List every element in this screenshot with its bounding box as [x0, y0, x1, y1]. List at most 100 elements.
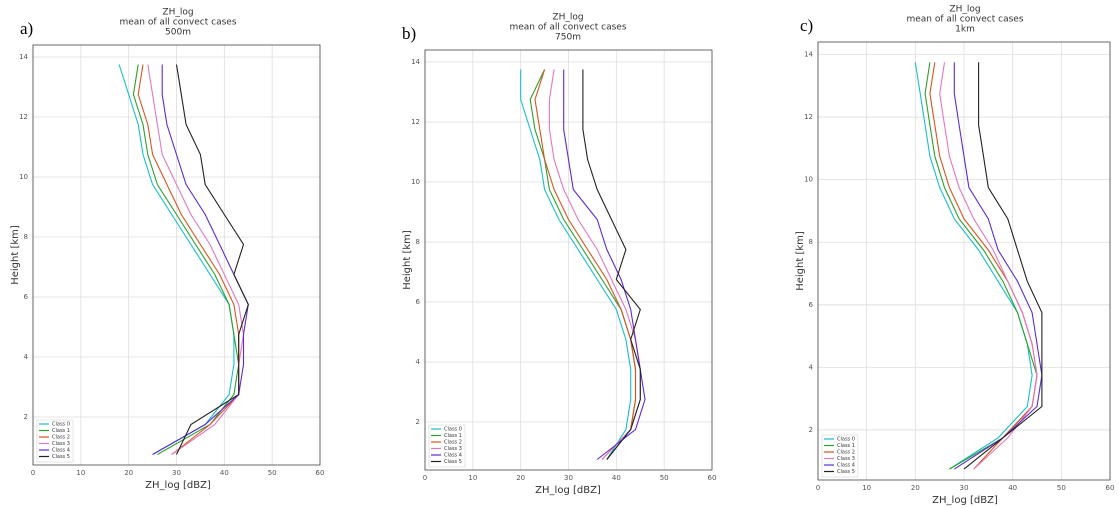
y-tick-label: 8 [416, 238, 420, 246]
x-tick-label: 60 [316, 469, 325, 477]
series-line [563, 69, 646, 460]
legend-label: Class 3 [52, 441, 70, 447]
legend-label: Class 5 [52, 454, 70, 460]
plot-frame [817, 41, 1111, 481]
y-tick-label: 14 [411, 58, 420, 66]
series-line [929, 62, 1038, 470]
chart-subtitle: mean of all convect cases [119, 18, 236, 28]
panel-label: b) [402, 24, 416, 43]
y-axis-label: Height [km] [795, 231, 806, 291]
panel-label: a) [20, 19, 33, 38]
y-tick-label: 12 [411, 118, 420, 126]
chart-subtitle: 1km [955, 25, 975, 35]
legend-label: Class 3 [837, 456, 855, 462]
x-tick-label: 20 [124, 469, 133, 477]
series-line [175, 64, 249, 455]
series-line [147, 64, 245, 455]
series-line [924, 62, 1038, 470]
y-tick-label: 6 [809, 301, 814, 309]
x-axis-label: ZH_log [dBZ] [145, 480, 211, 491]
y-axis-label: Height [km] [10, 225, 21, 285]
y-tick-label: 10 [411, 178, 420, 186]
y-tick-label: 8 [24, 233, 28, 241]
legend-label: Class 5 [444, 459, 462, 465]
series-line [963, 62, 1043, 470]
series-line [939, 62, 1038, 470]
y-tick-label: 14 [19, 53, 28, 61]
chart-subtitle: 500m [165, 28, 191, 38]
y-tick-label: 2 [24, 413, 28, 421]
chart-subtitle: mean of all convect cases [509, 23, 626, 33]
x-tick-label: 40 [1008, 484, 1017, 492]
series-line [520, 69, 632, 460]
x-tick-label: 30 [564, 474, 573, 482]
series-line [118, 64, 235, 455]
chart-subtitle: mean of all convect cases [906, 15, 1023, 25]
series-line [132, 64, 240, 455]
series-line [137, 64, 240, 455]
legend-label: Class 1 [444, 433, 462, 439]
x-tick-label: 50 [268, 469, 277, 477]
y-tick-label: 10 [804, 176, 813, 184]
x-tick-label: 30 [960, 484, 969, 492]
x-tick-label: 10 [862, 484, 871, 492]
legend-label: Class 2 [444, 440, 462, 446]
y-axis-label: Height [km] [402, 230, 413, 290]
legend-label: Class 2 [837, 450, 855, 456]
legend-box [36, 419, 74, 463]
x-tick-label: 30 [172, 469, 181, 477]
series-line [914, 62, 1033, 470]
legend-label: Class 1 [52, 428, 70, 434]
legend-label: Class 0 [444, 427, 462, 433]
series-line [582, 69, 641, 460]
legend-label: Class 4 [444, 453, 462, 459]
x-tick-label: 10 [468, 474, 477, 482]
legend-label: Class 3 [444, 446, 462, 452]
legend-label: Class 4 [837, 463, 855, 469]
y-tick-label: 12 [804, 113, 813, 121]
y-tick-label: 14 [804, 51, 813, 59]
legend-label: Class 2 [52, 435, 70, 441]
legend-label: Class 0 [52, 422, 70, 428]
legend-box [821, 434, 859, 478]
chart-title: ZH_log [552, 13, 583, 23]
x-tick-label: 0 [816, 484, 820, 492]
series-line [534, 69, 637, 460]
plot-frame [32, 44, 321, 466]
x-tick-label: 40 [220, 469, 229, 477]
legend-box [428, 424, 466, 468]
series-line [152, 64, 249, 455]
y-tick-label: 10 [19, 173, 28, 181]
y-tick-label: 12 [19, 113, 28, 121]
chart-subtitle: 750m [555, 33, 581, 43]
legend-label: Class 0 [837, 437, 855, 443]
x-tick-label: 60 [1106, 484, 1115, 492]
y-tick-label: 2 [416, 418, 420, 426]
y-tick-label: 4 [416, 358, 421, 366]
panel-label: c) [800, 16, 813, 35]
legend-label: Class 4 [52, 448, 70, 454]
x-tick-label: 40 [612, 474, 621, 482]
legend-label: Class 5 [837, 469, 855, 475]
x-axis-label: ZH_log [dBZ] [932, 495, 998, 506]
y-tick-label: 4 [24, 353, 29, 361]
y-tick-label: 6 [24, 293, 29, 301]
series-line [953, 62, 1043, 470]
legend-label: Class 1 [837, 443, 855, 449]
y-tick-label: 8 [809, 238, 813, 246]
y-tick-label: 4 [809, 363, 814, 371]
x-tick-label: 20 [911, 484, 920, 492]
plot-frame [424, 49, 713, 471]
x-tick-label: 0 [31, 469, 35, 477]
x-tick-label: 0 [423, 474, 427, 482]
y-tick-label: 6 [416, 298, 421, 306]
x-tick-label: 50 [1057, 484, 1066, 492]
x-tick-label: 50 [660, 474, 669, 482]
x-axis-label: ZH_log [dBZ] [535, 485, 601, 496]
y-tick-label: 2 [809, 426, 813, 434]
x-tick-label: 20 [516, 474, 525, 482]
x-tick-label: 10 [76, 469, 85, 477]
